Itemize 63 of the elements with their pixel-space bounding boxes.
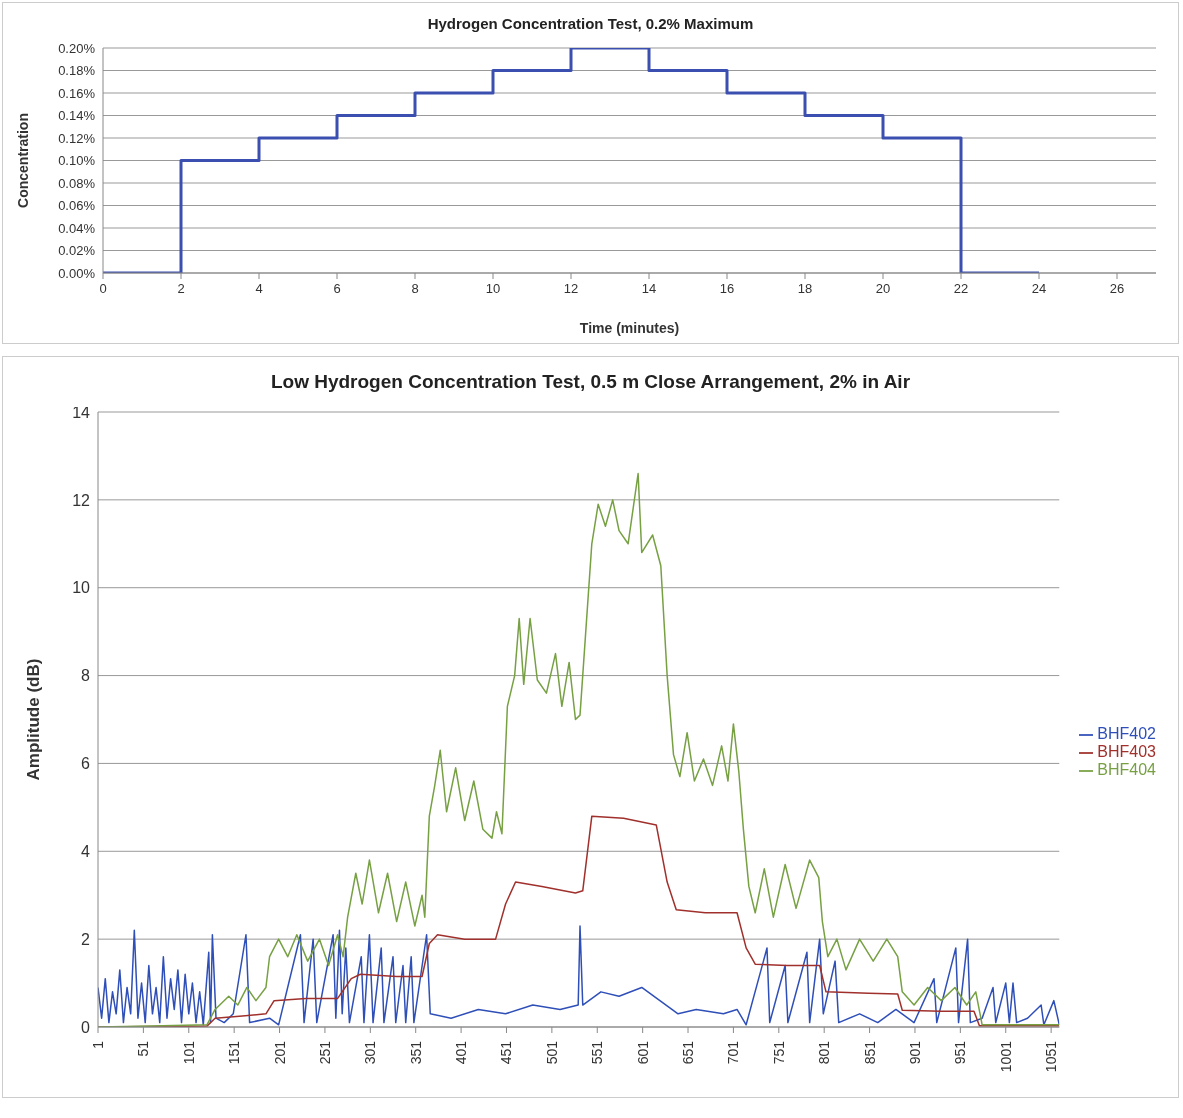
- x-tick-label: 24: [1031, 281, 1047, 296]
- y-tick-label: 0.04%: [58, 220, 96, 236]
- x-tick-label: 701: [725, 1040, 742, 1065]
- x-tick-label: 751: [770, 1040, 787, 1065]
- x-tick-label: 601: [634, 1040, 651, 1065]
- x-tick-label: 501: [543, 1040, 560, 1065]
- y-tick-label: 4: [81, 842, 91, 860]
- x-tick-label: 451: [498, 1040, 515, 1065]
- x-tick-label: 651: [680, 1040, 697, 1065]
- x-tick-label: 551: [589, 1040, 606, 1065]
- x-tick-label: 951: [952, 1040, 969, 1065]
- x-tick-label: 401: [453, 1040, 470, 1065]
- x-tick-label: 51: [135, 1040, 152, 1057]
- y-axis-title: Concentration: [14, 113, 31, 208]
- x-tick-label: 1001: [997, 1040, 1014, 1073]
- x-tick-label: 201: [271, 1040, 288, 1065]
- x-tick-label: 351: [407, 1040, 424, 1065]
- x-tick-label: 20: [875, 281, 891, 296]
- x-tick-label: 18: [797, 281, 813, 296]
- x-tick-label: 851: [861, 1040, 878, 1065]
- x-tick-label: 10: [485, 281, 501, 296]
- y-tick-label: 0.06%: [58, 198, 96, 214]
- x-tick-label: 22: [953, 281, 969, 296]
- x-tick-label: 6: [333, 281, 341, 296]
- y-tick-label: 8: [81, 667, 91, 685]
- y-tick-label: 14: [72, 403, 91, 421]
- y-tick-label: 0.20%: [58, 40, 96, 56]
- x-tick-label: 801: [816, 1040, 833, 1065]
- y-tick-label: 0: [81, 1018, 91, 1036]
- x-tick-label: 14: [641, 281, 657, 296]
- y-tick-label: 12: [72, 491, 91, 509]
- x-tick-label: 901: [906, 1040, 923, 1065]
- y-tick-label: 0.16%: [58, 85, 96, 101]
- y-tick-label: 0.12%: [58, 130, 96, 146]
- y-tick-label: 0.00%: [58, 265, 96, 281]
- x-tick-label: 301: [362, 1040, 379, 1065]
- x-tick-label: 101: [180, 1040, 197, 1065]
- legend-label: BHF404: [1097, 761, 1156, 778]
- x-tick-label: 12: [563, 281, 579, 296]
- x-tick-label: 16: [719, 281, 735, 296]
- x-tick-label: 26: [1109, 281, 1125, 296]
- chart-title: Low Hydrogen Concentration Test, 0.5 m Close Arrangement, 2% in Air: [270, 371, 911, 392]
- legend-label: BHF402: [1097, 725, 1156, 742]
- y-tick-label: 0.08%: [58, 175, 96, 191]
- x-tick-label: 0: [99, 281, 107, 296]
- x-tick-label: 4: [255, 281, 263, 296]
- y-axis-title: Amplitude (dB): [24, 658, 44, 781]
- x-tick-label: 1051: [1043, 1040, 1060, 1073]
- y-tick-label: 0.10%: [58, 153, 96, 169]
- y-tick-label: 0.18%: [58, 63, 96, 79]
- y-tick-label: 6: [81, 755, 91, 773]
- x-tick-label: 8: [411, 281, 419, 296]
- x-tick-label: 1: [90, 1040, 106, 1049]
- y-tick-label: 2: [81, 930, 91, 948]
- chart-title: Hydrogen Concentration Test, 0.2% Maximum: [427, 14, 754, 32]
- x-tick-label: 251: [316, 1040, 333, 1065]
- x-axis-title: Time (minutes): [579, 320, 680, 336]
- x-tick-label: 151: [226, 1040, 243, 1065]
- y-tick-label: 0.14%: [58, 108, 96, 124]
- x-tick-label: 2: [177, 281, 185, 296]
- y-tick-label: 10: [72, 579, 91, 597]
- legend-label: BHF403: [1097, 743, 1156, 760]
- y-tick-label: 0.02%: [58, 243, 96, 259]
